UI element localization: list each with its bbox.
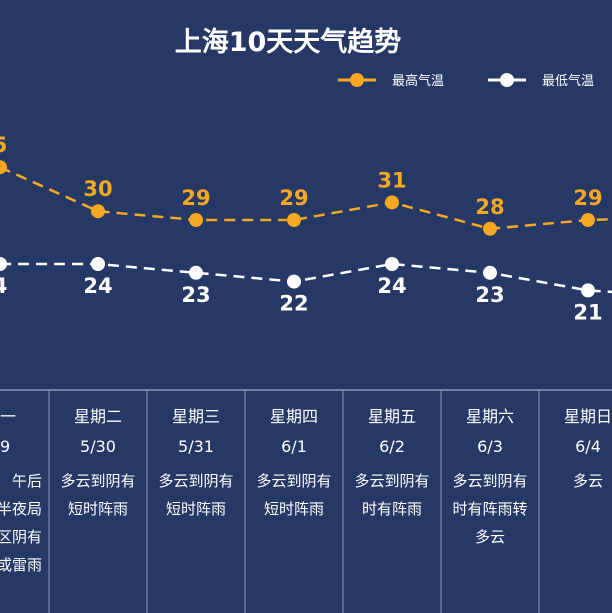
high-data-label: 28 <box>475 195 504 219</box>
low-data-label: 4 <box>0 274 7 298</box>
high-point <box>189 213 203 227</box>
high-data-label: 5 <box>0 133 7 157</box>
low-point <box>189 265 203 280</box>
weather-desc-line: 多云 <box>475 528 505 546</box>
weather-desc-line: 短时阵雨 <box>68 500 128 518</box>
plot-area: 5 30 29 29 31 28 29 4 24 23 22 24 23 21 <box>0 133 612 324</box>
weather-desc-line: 或雷雨 <box>0 556 42 574</box>
low-data-label: 23 <box>181 283 210 307</box>
weather-desc-line: 时有阵雨 <box>362 500 422 518</box>
weekday-label: 期一 <box>0 407 16 426</box>
legend-low-label: 最低气温 <box>542 73 594 89</box>
weather-desc-line: 短时阵雨 <box>264 500 324 518</box>
date-label: 6/3 <box>477 437 503 456</box>
weather-desc-line: 多云到阴有 <box>354 472 429 490</box>
high-point <box>287 213 301 227</box>
low-temp-line <box>0 262 612 294</box>
weekday-label: 星期四 <box>270 407 318 426</box>
low-point <box>385 257 399 271</box>
legend-low: 最低气温 <box>488 73 594 89</box>
low-data-label: 24 <box>83 274 112 298</box>
date-label: 6/2 <box>379 437 405 456</box>
low-data-label: 21 <box>573 300 602 324</box>
weather-desc-line: 多云 <box>573 472 603 490</box>
high-data-label: 29 <box>279 186 308 210</box>
high-data-label: 30 <box>83 177 112 201</box>
high-point <box>483 221 497 236</box>
weather-desc-line: 午后 <box>12 472 42 490</box>
low-point <box>0 257 7 271</box>
high-data-label: 29 <box>181 186 210 210</box>
high-point <box>91 204 105 219</box>
low-data-label: 24 <box>377 274 406 298</box>
weather-desc-line: 半夜局 <box>0 500 42 518</box>
low-point <box>287 274 301 289</box>
weather-desc-line: 多云到阴有 <box>60 472 135 490</box>
weather-desc-line: 多云到阴有 <box>452 472 527 490</box>
high-point <box>581 213 595 227</box>
weather-desc-line: 区阴有 <box>0 528 42 546</box>
weekday-label: 星期三 <box>172 407 220 426</box>
high-point <box>0 160 7 175</box>
low-point <box>483 265 497 280</box>
high-data-label: 29 <box>573 186 602 210</box>
low-point <box>91 257 105 271</box>
weekday-label: 星期五 <box>368 407 416 426</box>
low-point <box>581 283 595 298</box>
weather-desc-line: 多云到阴有 <box>256 472 331 490</box>
date-label: 5/30 <box>80 437 116 456</box>
weather-desc-line: 多云到阴有 <box>158 472 233 490</box>
weekday-label: 星期日 <box>564 407 612 426</box>
weather-desc-line: 短时阵雨 <box>166 500 226 518</box>
legend-high-label: 最高气温 <box>392 73 444 89</box>
high-point <box>385 195 399 210</box>
legend-high: 最高气温 <box>338 73 444 89</box>
weekday-label: 星期六 <box>466 407 514 426</box>
low-data-label: 22 <box>279 292 308 316</box>
chart-title: 上海10天天气趋势 <box>175 27 402 58</box>
date-label: 6/4 <box>575 437 601 456</box>
weather-desc-line: 时有阵雨转 <box>452 500 527 518</box>
high-data-label: 31 <box>377 168 406 192</box>
date-label: 6/1 <box>281 437 307 456</box>
legend: 最高气温 最低气温 <box>338 73 594 89</box>
date-label: 29 <box>0 437 10 456</box>
weekday-label: 星期二 <box>74 407 122 426</box>
date-label: 5/31 <box>178 437 214 456</box>
low-data-label: 23 <box>475 283 504 307</box>
high-temp-line <box>0 166 612 231</box>
